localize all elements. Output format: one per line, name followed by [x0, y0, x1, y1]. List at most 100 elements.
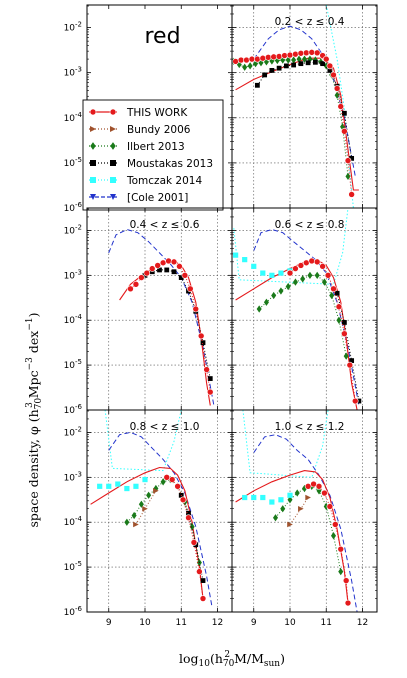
- data-point: [335, 303, 343, 311]
- data-point: [307, 271, 313, 279]
- data-point: [163, 474, 171, 481]
- data-point: [276, 65, 282, 71]
- this-work-curve: [90, 466, 204, 599]
- data-point: [337, 545, 345, 553]
- data-point: [294, 489, 300, 497]
- ylabel-part: dex: [26, 331, 41, 357]
- data-point: [303, 259, 310, 267]
- x-tick-label: 11: [321, 618, 332, 628]
- data-point: [356, 398, 362, 404]
- legend-entry: Tomczak 2014: [89, 175, 202, 187]
- data-point: [157, 267, 162, 273]
- x-tick-label: 11: [176, 618, 187, 628]
- data-point: [308, 49, 316, 56]
- grid: [232, 208, 377, 411]
- data-point: [178, 275, 184, 280]
- data-point: [324, 272, 332, 279]
- this-work-line: [307, 483, 349, 604]
- data-point: [206, 388, 214, 396]
- data-point: [333, 85, 341, 92]
- data-point: [269, 272, 275, 278]
- data-point: [90, 194, 96, 200]
- data-point: [326, 503, 334, 510]
- data-point: [313, 49, 321, 57]
- y-tick-label: 10-4: [64, 111, 83, 124]
- panel-p4: 10-6 10-5 10-4 10-3 10-2 9 10 11 12 0.8 < z ≤ 1.0: [64, 409, 233, 628]
- grid: [87, 208, 232, 411]
- data-point: [263, 298, 269, 306]
- x-tick-label: 10: [139, 618, 151, 628]
- data-point: [153, 484, 159, 493]
- data-point: [186, 510, 191, 516]
- tomczak-line: [104, 410, 182, 472]
- data-point: [97, 483, 103, 489]
- data-point: [132, 281, 140, 288]
- data-point: [254, 82, 260, 88]
- data-point: [171, 269, 177, 275]
- data-point: [200, 578, 206, 583]
- legend-label: Ilbert 2013: [127, 141, 185, 153]
- data-point: [232, 58, 239, 65]
- series: [90, 410, 213, 608]
- this-work-curve: [235, 470, 349, 604]
- legend-label: Tomczak 2014: [126, 175, 202, 187]
- y-axis-label: space density, φ (h703 Mpc−3 dex−1): [25, 313, 44, 528]
- data-point: [142, 505, 148, 512]
- data-point: [286, 269, 294, 277]
- legend-entry: Bundy 2006: [89, 124, 191, 136]
- data-point: [236, 60, 242, 69]
- data-point: [305, 60, 311, 66]
- data-point: [242, 494, 248, 501]
- svg-text:space density, φ (h703 Mpc−3 d: space density, φ (h703 Mpc−3 dex−1): [25, 313, 44, 528]
- data-point: [334, 91, 340, 99]
- data-point: [285, 282, 291, 291]
- data-point: [337, 103, 345, 110]
- data-point: [342, 577, 350, 584]
- data-point: [197, 332, 205, 340]
- data-point: [146, 491, 152, 499]
- data-point: [269, 499, 275, 505]
- data-point: [278, 287, 284, 295]
- data-point: [343, 352, 349, 360]
- legend-label: THIS WORK: [126, 107, 188, 119]
- data-point: [233, 252, 239, 258]
- redshift-label: 1.0 < z ≤ 1.2: [275, 421, 345, 433]
- data-point: [351, 397, 359, 405]
- y-tick-label: 10-3: [64, 470, 82, 483]
- data-point: [148, 265, 156, 272]
- data-point: [269, 57, 275, 65]
- x-tick-label: 9: [251, 618, 257, 628]
- data-point: [341, 320, 347, 325]
- x-tick-label: 9: [106, 618, 112, 628]
- data-point: [321, 489, 328, 497]
- data-point: [164, 267, 170, 273]
- data-point: [301, 484, 308, 493]
- data-point: [297, 262, 305, 269]
- legend-entry: [Cole 2001]: [89, 192, 188, 204]
- data-point: [320, 61, 326, 67]
- data-point: [90, 142, 96, 150]
- data-point: [251, 263, 257, 269]
- data-point: [248, 55, 256, 63]
- y-tick-label: 10-4: [64, 515, 83, 528]
- data-point: [256, 305, 262, 313]
- data-point: [271, 291, 277, 300]
- panel-p1: 0.2 < z ≤ 0.4: [231, 4, 378, 209]
- data-point: [346, 361, 354, 369]
- data-point: [307, 55, 313, 63]
- data-point: [345, 172, 351, 181]
- tomczak-line: [325, 5, 354, 208]
- y-tick-label: 10-4: [64, 313, 83, 326]
- data-point: [109, 108, 117, 116]
- y-tick-label: 10-2: [64, 223, 82, 236]
- data-point: [349, 155, 355, 161]
- data-point: [315, 483, 323, 490]
- data-point: [260, 270, 266, 276]
- data-point: [242, 257, 248, 263]
- y-tick-label: 10-5: [64, 358, 82, 371]
- data-point: [319, 263, 326, 270]
- data-point: [237, 56, 245, 64]
- data-point: [298, 505, 304, 512]
- data-point: [327, 68, 333, 73]
